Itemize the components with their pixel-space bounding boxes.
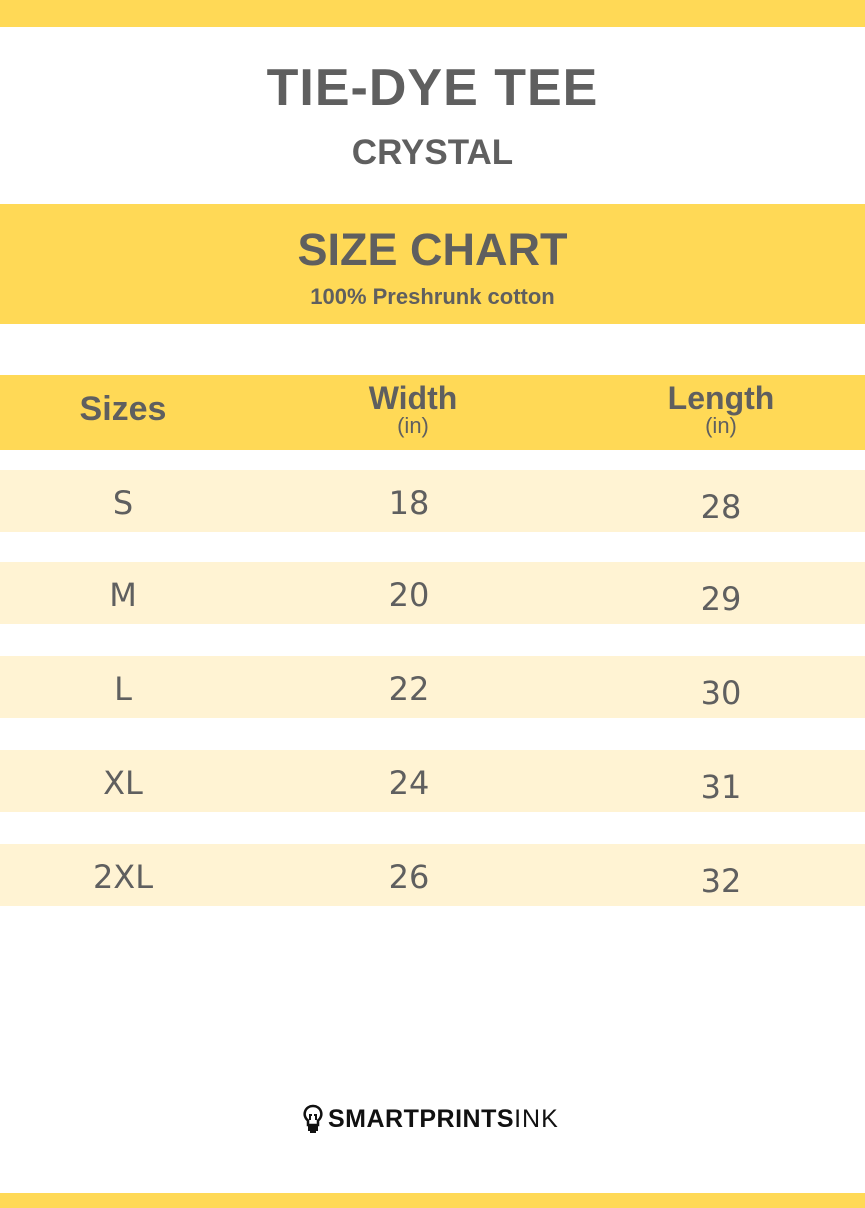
cell-size: M bbox=[109, 576, 137, 614]
cell-width: 24 bbox=[388, 764, 430, 802]
header-unit: (in) bbox=[705, 413, 737, 438]
cell-width: 20 bbox=[388, 576, 430, 614]
logo-text-bold: SMARTPRINTS bbox=[328, 1104, 515, 1133]
cell-size: 2XL bbox=[92, 858, 154, 896]
cell-length: 28 bbox=[700, 488, 742, 526]
header-label: Sizes bbox=[79, 390, 167, 428]
cell-length: 32 bbox=[700, 862, 742, 900]
table-header bbox=[0, 375, 865, 450]
header-label: Length bbox=[667, 380, 775, 416]
top-bar bbox=[0, 0, 865, 27]
material-note: 100% Preshrunk cotton bbox=[310, 284, 555, 309]
brand-logo: SMARTPRINTS INK bbox=[302, 1104, 559, 1134]
header-length: Length (in) bbox=[621, 380, 821, 439]
cell-width: 26 bbox=[388, 858, 430, 896]
header-sizes: Sizes bbox=[23, 390, 223, 429]
cell-size: XL bbox=[103, 764, 143, 802]
table-row: XL 24 31 bbox=[0, 750, 865, 812]
logo-text-light: INK bbox=[514, 1104, 559, 1133]
header-width: Width (in) bbox=[313, 380, 513, 439]
size-chart-title: SIZE CHART bbox=[297, 224, 568, 275]
header-label: Width bbox=[368, 380, 458, 416]
table-row: S 18 28 bbox=[0, 470, 865, 532]
cell-length: 31 bbox=[700, 768, 742, 806]
cell-size: L bbox=[114, 670, 132, 708]
lightbulb-icon bbox=[303, 1104, 323, 1133]
cell-size: S bbox=[112, 484, 134, 522]
table-row: 2XL 26 32 bbox=[0, 844, 865, 906]
cell-width: 22 bbox=[388, 670, 430, 708]
table-row: L 22 30 bbox=[0, 656, 865, 718]
table-row: M 20 29 bbox=[0, 562, 865, 624]
product-title: TIE-DYE TEE bbox=[266, 59, 599, 117]
product-subtitle: CRYSTAL bbox=[351, 133, 514, 172]
bottom-bar bbox=[0, 1193, 865, 1208]
cell-width: 18 bbox=[388, 484, 430, 522]
cell-length: 29 bbox=[700, 580, 742, 618]
size-chart-band bbox=[0, 204, 865, 324]
header-unit: (in) bbox=[397, 413, 429, 438]
cell-length: 30 bbox=[700, 674, 742, 712]
